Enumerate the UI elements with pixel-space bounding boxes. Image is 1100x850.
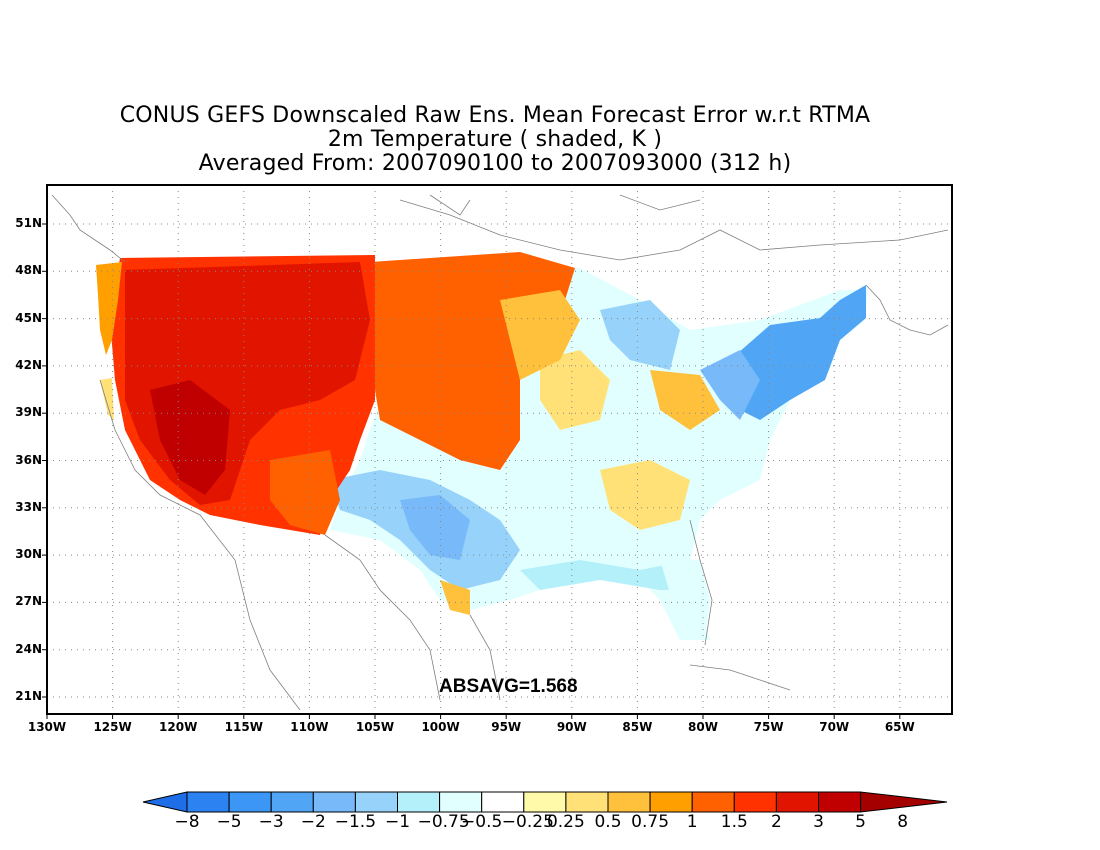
colorbar-swatch: [270, 791, 314, 813]
title-line-1: CONUS GEFS Downscaled Raw Ens. Mean Fore…: [119, 103, 871, 128]
lon-label: 105W: [355, 720, 395, 734]
colorbar-label: −0.75: [417, 812, 470, 832]
lat-label: 48N: [15, 263, 42, 278]
field-midwest-warm: [540, 350, 610, 430]
colorbar-label: 0.75: [631, 812, 670, 832]
field-texas-warm: [440, 580, 470, 615]
axis-ticks: [42, 223, 901, 719]
colorbar-high-arrow: [860, 791, 948, 813]
lon-label: 95W: [491, 720, 522, 734]
colorbar-low-arrow: [142, 791, 188, 813]
lon-label: 100W: [421, 720, 460, 734]
field-ohio-warm: [650, 370, 720, 430]
colorbar-label: −0.5: [461, 812, 503, 832]
colorbar-swatch: [691, 791, 735, 813]
lat-label: 24N: [15, 641, 42, 656]
colorbar-swatch: [186, 791, 230, 813]
colorbar-label: 5: [855, 812, 866, 832]
field-florida: [660, 560, 710, 640]
lon-label: 90W: [556, 720, 587, 734]
shaded-error-field: [96, 252, 868, 640]
field-gulf-coast: [520, 560, 700, 590]
field-nevada-darkest: [150, 380, 230, 495]
field-coast-yellow: [100, 378, 114, 420]
absavg-annotation: ABSAVG=1.568: [439, 676, 578, 697]
colorbar-swatch: [733, 791, 777, 813]
colorbar-swatch: [818, 791, 862, 813]
lat-label: 42N: [15, 357, 42, 372]
title-line-3: Averaged From: 2007090100 to 2007093000 …: [198, 151, 792, 176]
lon-label: 125W: [93, 720, 132, 734]
colorbar-label: 1: [686, 812, 698, 832]
colorbar-label: 0.25: [546, 812, 585, 832]
outline-canada: [399, 199, 949, 261]
lat-label: 45N: [15, 310, 42, 325]
outline-mexico: [324, 534, 501, 701]
colorbar-label: 0.5: [594, 812, 622, 832]
colorbar-swatch: [565, 791, 609, 813]
colorbar-label: −8: [174, 812, 200, 832]
colorbar: [142, 791, 948, 813]
field-northeast-cold: [730, 285, 866, 420]
lat-label: 27N: [15, 594, 42, 609]
colorbar-swatch: [397, 791, 441, 813]
colorbar-label: −2: [300, 812, 326, 832]
lat-label: 30N: [15, 547, 42, 562]
colorbar-label: 2: [770, 812, 782, 832]
colorbar-swatch: [775, 791, 820, 813]
lat-label: 39N: [15, 405, 42, 420]
lon-label: 80W: [688, 720, 718, 734]
lon-label: 120W: [159, 720, 198, 734]
colorbar-swatch: [607, 791, 651, 813]
lon-label: 115W: [224, 720, 263, 734]
field-southeast-warm: [600, 460, 690, 530]
field-plains-yellow: [500, 290, 580, 380]
field-northeast-cold-2: [700, 350, 760, 420]
graticule: [47, 185, 952, 714]
outline-florida: [689, 519, 713, 646]
map-frame: [46, 184, 953, 715]
outline-hudson: [429, 194, 701, 216]
lon-label: 85W: [622, 720, 653, 734]
field-coast-strip: [96, 262, 122, 355]
colorbar-swatch: [439, 791, 483, 813]
colorbar-label: −5: [216, 812, 242, 832]
lon-label: 130W: [27, 720, 67, 734]
colorbar-label: 1.5: [720, 812, 748, 832]
lon-label: 110W: [290, 720, 329, 734]
colorbar-label: −1.5: [334, 812, 377, 832]
colorbar-label: 3: [813, 812, 824, 832]
lon-label: 75W: [753, 720, 784, 734]
colorbar-swatch: [523, 791, 567, 813]
field-great-lakes: [600, 300, 680, 370]
outline-atlantic: [865, 284, 949, 336]
lat-label: 21N: [15, 689, 42, 703]
field-texas-blue: [400, 495, 470, 560]
title-line-2: 2m Temperature ( shaded, K ): [327, 127, 663, 152]
colorbar-swatch: [354, 791, 398, 813]
colorbar-swatch: [312, 791, 356, 813]
field-southwest-orange: [270, 450, 340, 535]
colorbar-swatch: [481, 791, 525, 813]
lat-label: 33N: [15, 499, 42, 514]
colorbar-swatch: [649, 791, 693, 813]
lat-label: 36N: [15, 452, 42, 467]
lon-label: 70W: [819, 720, 850, 734]
colorbar-label: 8: [897, 812, 909, 832]
colorbar-label: −0.25: [501, 812, 554, 832]
colorbar-label: −3: [258, 812, 284, 832]
lat-label: 51N: [15, 216, 42, 230]
outline-cuba: [689, 664, 791, 691]
colorbar-swatch: [228, 791, 272, 813]
lon-label: 65W: [884, 720, 915, 734]
colorbar-label: −1: [384, 812, 411, 832]
